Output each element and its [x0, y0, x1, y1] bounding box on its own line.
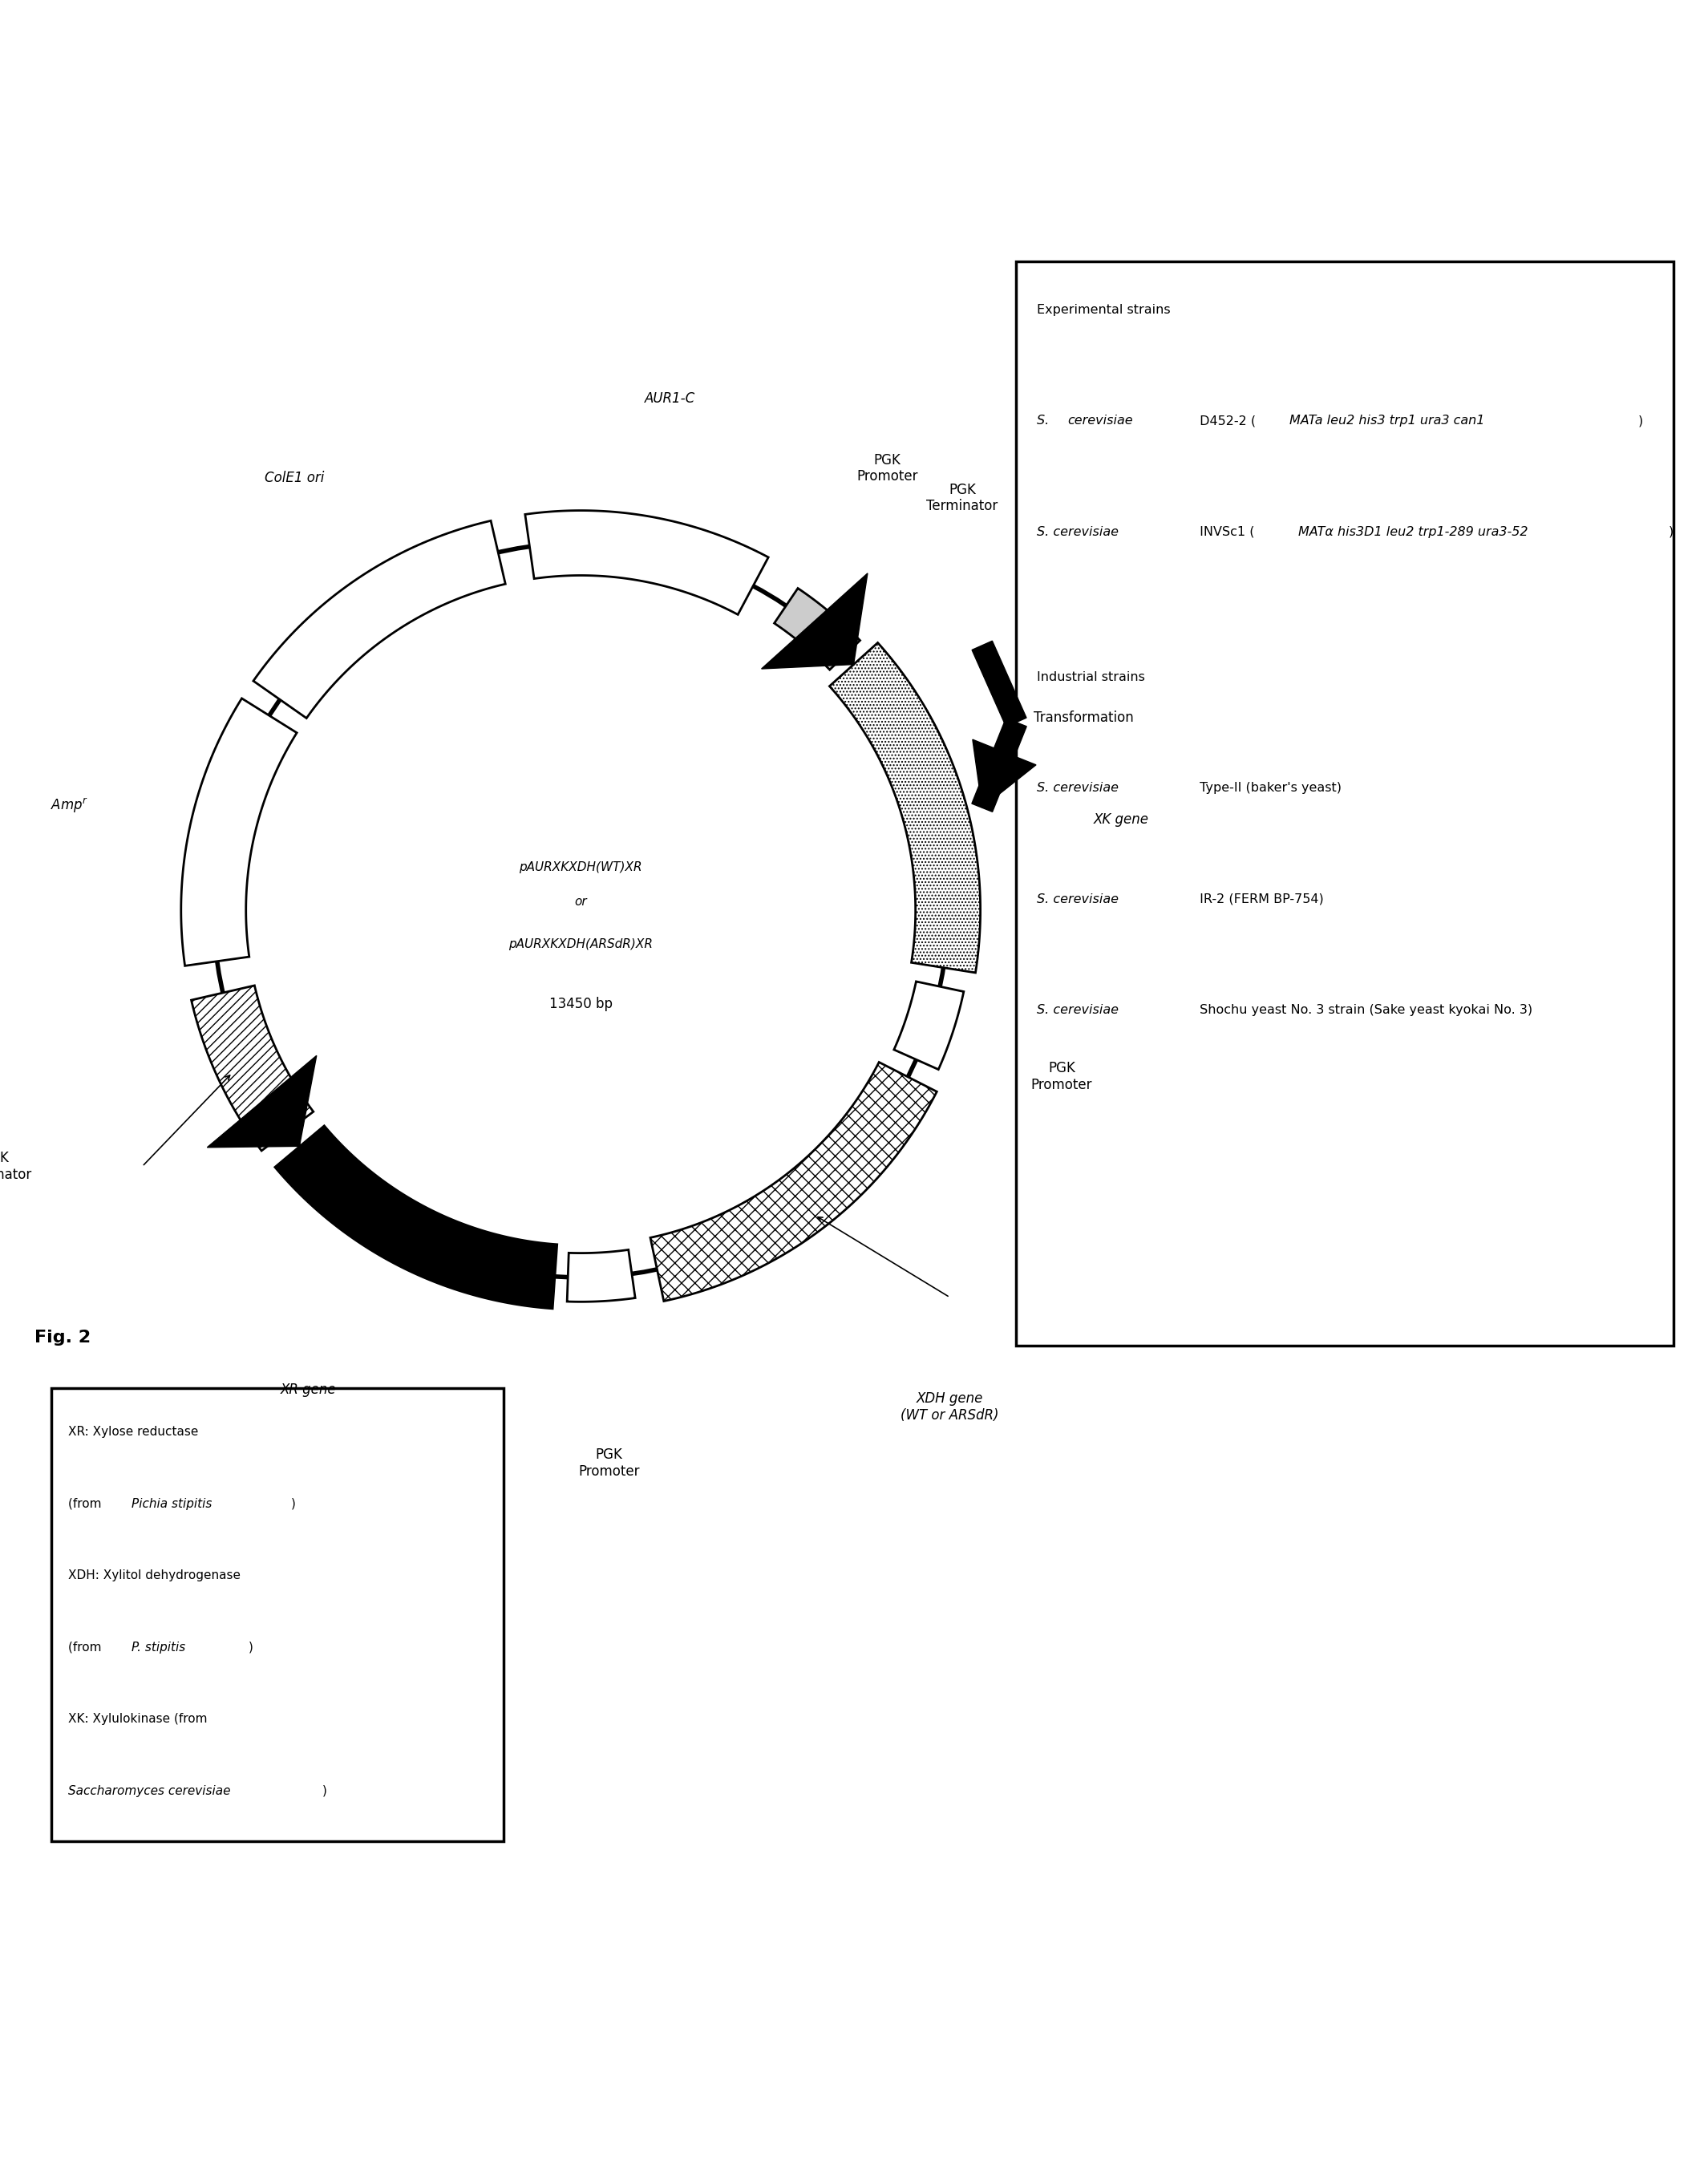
Text: P. stipitis: P. stipitis [132, 1641, 186, 1654]
Polygon shape [191, 986, 313, 1150]
Text: MATa leu2 his3 trp1 ura3 can1: MATa leu2 his3 trp1 ura3 can1 [1290, 415, 1484, 426]
Polygon shape [207, 1055, 316, 1148]
Text: Type-II (baker's yeast): Type-II (baker's yeast) [1196, 783, 1341, 793]
Text: S. cerevisiae: S. cerevisiae [1037, 1003, 1119, 1016]
Text: ): ) [248, 1641, 253, 1654]
Text: Amp$^r$: Amp$^r$ [51, 796, 87, 815]
Text: ): ) [1638, 415, 1643, 426]
Text: XK: Xylulokinase (from: XK: Xylulokinase (from [68, 1712, 207, 1725]
Text: 13450 bp: 13450 bp [548, 997, 613, 1012]
Text: D452-2 (: D452-2 ( [1196, 415, 1255, 426]
Polygon shape [893, 982, 963, 1070]
FancyBboxPatch shape [1016, 262, 1674, 1345]
Text: pAURXKXDH(ARSdR)XR: pAURXKXDH(ARSdR)XR [509, 938, 652, 951]
Text: XR gene: XR gene [280, 1382, 336, 1397]
Text: PGK
Promoter: PGK Promoter [579, 1449, 639, 1479]
Text: Experimental strains: Experimental strains [1037, 305, 1170, 316]
Text: S. cerevisiae: S. cerevisiae [1037, 783, 1119, 793]
Polygon shape [253, 521, 506, 718]
Text: Shochu yeast No. 3 strain (Sake yeast kyokai No. 3): Shochu yeast No. 3 strain (Sake yeast ky… [1196, 1003, 1532, 1016]
Text: XK gene: XK gene [1093, 813, 1149, 826]
Text: cerevisiae: cerevisiae [1068, 415, 1132, 426]
Text: INVSc1 (: INVSc1 ( [1196, 525, 1255, 538]
Polygon shape [972, 640, 1027, 726]
Polygon shape [651, 1062, 936, 1302]
Polygon shape [275, 1126, 557, 1308]
Text: S.: S. [1037, 415, 1054, 426]
Text: XR: Xylose reductase: XR: Xylose reductase [68, 1427, 198, 1438]
Text: MATα his3D1 leu2 trp1-289 ura3-52: MATα his3D1 leu2 trp1-289 ura3-52 [1298, 525, 1529, 538]
Text: IR-2 (FERM BP-754): IR-2 (FERM BP-754) [1196, 893, 1324, 906]
Polygon shape [972, 739, 1037, 809]
Polygon shape [524, 510, 769, 614]
Text: Transformation: Transformation [1033, 711, 1134, 724]
Polygon shape [762, 573, 868, 668]
Polygon shape [181, 698, 297, 966]
Text: PGK
Promoter: PGK Promoter [857, 452, 919, 484]
Polygon shape [774, 588, 861, 670]
Text: ): ) [323, 1786, 328, 1797]
Text: PGK
Terminator: PGK Terminator [0, 1150, 31, 1183]
Text: AUR1-C: AUR1-C [644, 391, 695, 406]
Text: PGK
Terminator: PGK Terminator [926, 482, 997, 515]
Text: (from: (from [68, 1641, 106, 1654]
Text: PGK
Promoter: PGK Promoter [1032, 1062, 1093, 1092]
Text: S. cerevisiae: S. cerevisiae [1037, 525, 1119, 538]
FancyBboxPatch shape [51, 1388, 504, 1842]
Text: pAURXKXDH(WT)XR: pAURXKXDH(WT)XR [519, 860, 642, 873]
Text: XDH: Xylitol dehydrogenase: XDH: Xylitol dehydrogenase [68, 1570, 241, 1583]
Text: Pichia stipitis: Pichia stipitis [132, 1498, 212, 1509]
Text: XDH gene
(WT or ARSdR): XDH gene (WT or ARSdR) [900, 1392, 999, 1423]
Polygon shape [567, 1250, 635, 1302]
Text: S. cerevisiae: S. cerevisiae [1037, 893, 1119, 906]
Text: Industrial strains: Industrial strains [1037, 670, 1144, 683]
Text: Fig. 2: Fig. 2 [34, 1330, 91, 1345]
Text: ): ) [290, 1498, 295, 1509]
Polygon shape [972, 718, 1027, 811]
Text: Saccharomyces cerevisiae: Saccharomyces cerevisiae [68, 1786, 231, 1797]
Text: (from: (from [68, 1498, 106, 1509]
Polygon shape [830, 642, 980, 973]
Text: ): ) [1669, 525, 1674, 538]
Text: ColE1 ori: ColE1 ori [265, 471, 325, 484]
Text: or: or [574, 895, 588, 908]
